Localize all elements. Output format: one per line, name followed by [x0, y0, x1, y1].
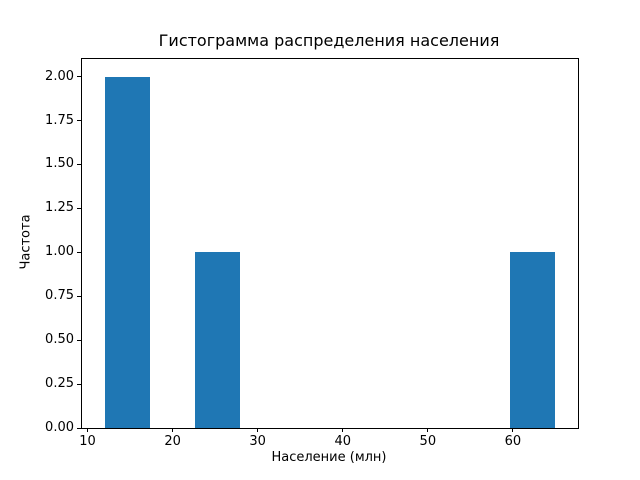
x-tick-label: 50 — [419, 434, 437, 449]
y-tick-label: 0.75 — [45, 288, 74, 304]
x-tick-mark — [87, 428, 89, 432]
y-tick-label: 1.75 — [45, 112, 74, 128]
y-tick-mark — [77, 163, 81, 165]
y-tick-mark — [77, 120, 81, 121]
y-tick-mark — [77, 76, 81, 78]
y-tick-label: 0.50 — [45, 332, 74, 348]
x-tick-label: 30 — [249, 434, 266, 449]
y-tick-mark — [77, 339, 81, 341]
y-tick-label: 0.00 — [45, 420, 74, 435]
histogram-bar — [194, 252, 240, 428]
x-tick-mark — [512, 428, 514, 432]
x-axis-label: Население (млн) — [271, 450, 387, 465]
y-tick-mark — [77, 427, 81, 429]
y-tick-mark — [77, 251, 81, 253]
histogram-bar — [510, 252, 556, 428]
y-tick-label: 1.25 — [45, 200, 74, 216]
chart-title: Гистограмма распределения населения — [158, 31, 500, 50]
x-tick-label: 40 — [334, 434, 352, 449]
y-tick-label: 2.00 — [45, 68, 74, 84]
plot-area: 10 20 30 40 50 60 0.00 0.25 0.50 0.75 1.00 1.25 1.50… — [45, 58, 579, 449]
x-tick-label: 60 — [504, 434, 522, 449]
y-tick-label: 1.00 — [45, 244, 74, 260]
x-tick-mark — [257, 428, 259, 432]
y-tick-mark — [77, 295, 81, 297]
x-tick-mark — [427, 428, 429, 432]
y-tick-mark — [77, 383, 81, 385]
y-axis-label: Частота — [18, 214, 34, 270]
x-tick-label: 20 — [164, 434, 181, 449]
y-tick-label: 0.25 — [45, 376, 74, 392]
x-tick-label: 10 — [79, 434, 96, 449]
y-tick-label: 1.50 — [45, 156, 74, 172]
x-tick-mark — [342, 428, 344, 432]
x-tick-mark — [172, 428, 174, 432]
histogram-bar — [104, 76, 150, 428]
y-tick-mark — [77, 207, 81, 209]
